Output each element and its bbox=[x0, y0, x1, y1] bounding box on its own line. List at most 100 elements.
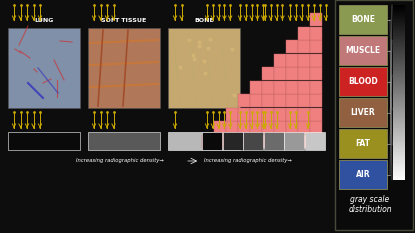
Text: BONE: BONE bbox=[351, 15, 375, 24]
Bar bbox=[393, 90, 405, 93]
Bar bbox=[339, 36, 387, 65]
Bar bbox=[310, 107, 322, 121]
Bar bbox=[393, 141, 405, 143]
Bar bbox=[393, 101, 405, 104]
Bar bbox=[262, 94, 273, 107]
Bar bbox=[393, 93, 405, 95]
Bar bbox=[8, 28, 80, 108]
Bar bbox=[393, 82, 405, 84]
Bar bbox=[274, 54, 286, 67]
Bar bbox=[250, 94, 261, 107]
Bar bbox=[286, 67, 298, 80]
Bar bbox=[393, 29, 405, 31]
Bar bbox=[393, 75, 405, 77]
Bar bbox=[310, 94, 322, 107]
Bar bbox=[393, 23, 405, 25]
Bar bbox=[393, 62, 405, 64]
Bar bbox=[393, 7, 405, 10]
Bar bbox=[393, 86, 405, 88]
Text: BLOOD: BLOOD bbox=[348, 77, 378, 86]
Bar bbox=[393, 132, 405, 134]
Bar bbox=[393, 138, 405, 141]
Bar bbox=[310, 54, 322, 67]
Bar bbox=[393, 167, 405, 169]
Bar bbox=[262, 107, 273, 121]
Bar bbox=[335, 0, 413, 230]
Bar bbox=[393, 99, 405, 101]
Bar bbox=[298, 67, 310, 80]
Bar bbox=[393, 71, 405, 73]
Bar bbox=[393, 143, 405, 145]
Bar bbox=[393, 116, 405, 119]
Bar bbox=[393, 123, 405, 126]
Bar bbox=[393, 176, 405, 178]
Bar bbox=[298, 121, 310, 134]
Bar bbox=[393, 154, 405, 156]
Bar bbox=[393, 103, 405, 106]
Bar bbox=[393, 66, 405, 69]
Bar bbox=[286, 121, 298, 134]
Bar bbox=[250, 134, 261, 148]
Bar bbox=[226, 134, 237, 148]
Bar bbox=[393, 165, 405, 167]
Text: BONE: BONE bbox=[194, 18, 214, 23]
Bar bbox=[393, 156, 405, 158]
Bar bbox=[393, 136, 405, 139]
Bar bbox=[393, 51, 405, 53]
Bar bbox=[339, 67, 387, 96]
Bar bbox=[274, 94, 286, 107]
Text: SOFT TISSUE: SOFT TISSUE bbox=[101, 18, 146, 23]
Bar bbox=[339, 129, 387, 158]
Bar bbox=[393, 84, 405, 86]
Bar bbox=[393, 77, 405, 80]
Bar bbox=[286, 80, 298, 94]
Bar bbox=[393, 42, 405, 45]
Bar bbox=[226, 107, 237, 121]
Text: FAT: FAT bbox=[356, 139, 371, 148]
Bar bbox=[243, 132, 263, 150]
Bar bbox=[393, 27, 405, 29]
Bar bbox=[393, 49, 405, 51]
Bar bbox=[393, 38, 405, 40]
Bar bbox=[274, 107, 286, 121]
Bar bbox=[393, 88, 405, 90]
Bar bbox=[393, 53, 405, 55]
Bar bbox=[310, 13, 322, 26]
Text: Increasing radiographic density→: Increasing radiographic density→ bbox=[76, 158, 164, 163]
Bar bbox=[250, 107, 261, 121]
Bar bbox=[262, 67, 273, 80]
Bar bbox=[393, 58, 405, 60]
Bar bbox=[284, 132, 304, 150]
Bar bbox=[250, 80, 261, 94]
Bar bbox=[202, 132, 222, 150]
Bar bbox=[393, 31, 405, 34]
Text: LUNG: LUNG bbox=[34, 18, 54, 23]
Bar bbox=[168, 132, 240, 150]
Bar bbox=[310, 27, 322, 40]
Text: LIVER: LIVER bbox=[351, 108, 376, 117]
Bar bbox=[310, 134, 322, 148]
Bar bbox=[238, 107, 249, 121]
Bar bbox=[262, 134, 273, 148]
Bar bbox=[393, 169, 405, 171]
Bar bbox=[393, 158, 405, 161]
Bar bbox=[262, 121, 273, 134]
Bar bbox=[238, 94, 249, 107]
Bar bbox=[393, 162, 405, 165]
Bar bbox=[393, 16, 405, 18]
Bar bbox=[250, 121, 261, 134]
Bar bbox=[393, 114, 405, 117]
Text: gray scale
distribution: gray scale distribution bbox=[348, 195, 392, 214]
Bar bbox=[310, 67, 322, 80]
Bar bbox=[393, 97, 405, 99]
Bar bbox=[393, 47, 405, 49]
Bar bbox=[393, 79, 405, 82]
Bar bbox=[222, 132, 243, 150]
Bar bbox=[393, 149, 405, 152]
Bar bbox=[393, 147, 405, 150]
Bar bbox=[393, 130, 405, 132]
Bar bbox=[298, 107, 310, 121]
Bar bbox=[393, 108, 405, 110]
Bar bbox=[393, 112, 405, 115]
Bar bbox=[310, 121, 322, 134]
